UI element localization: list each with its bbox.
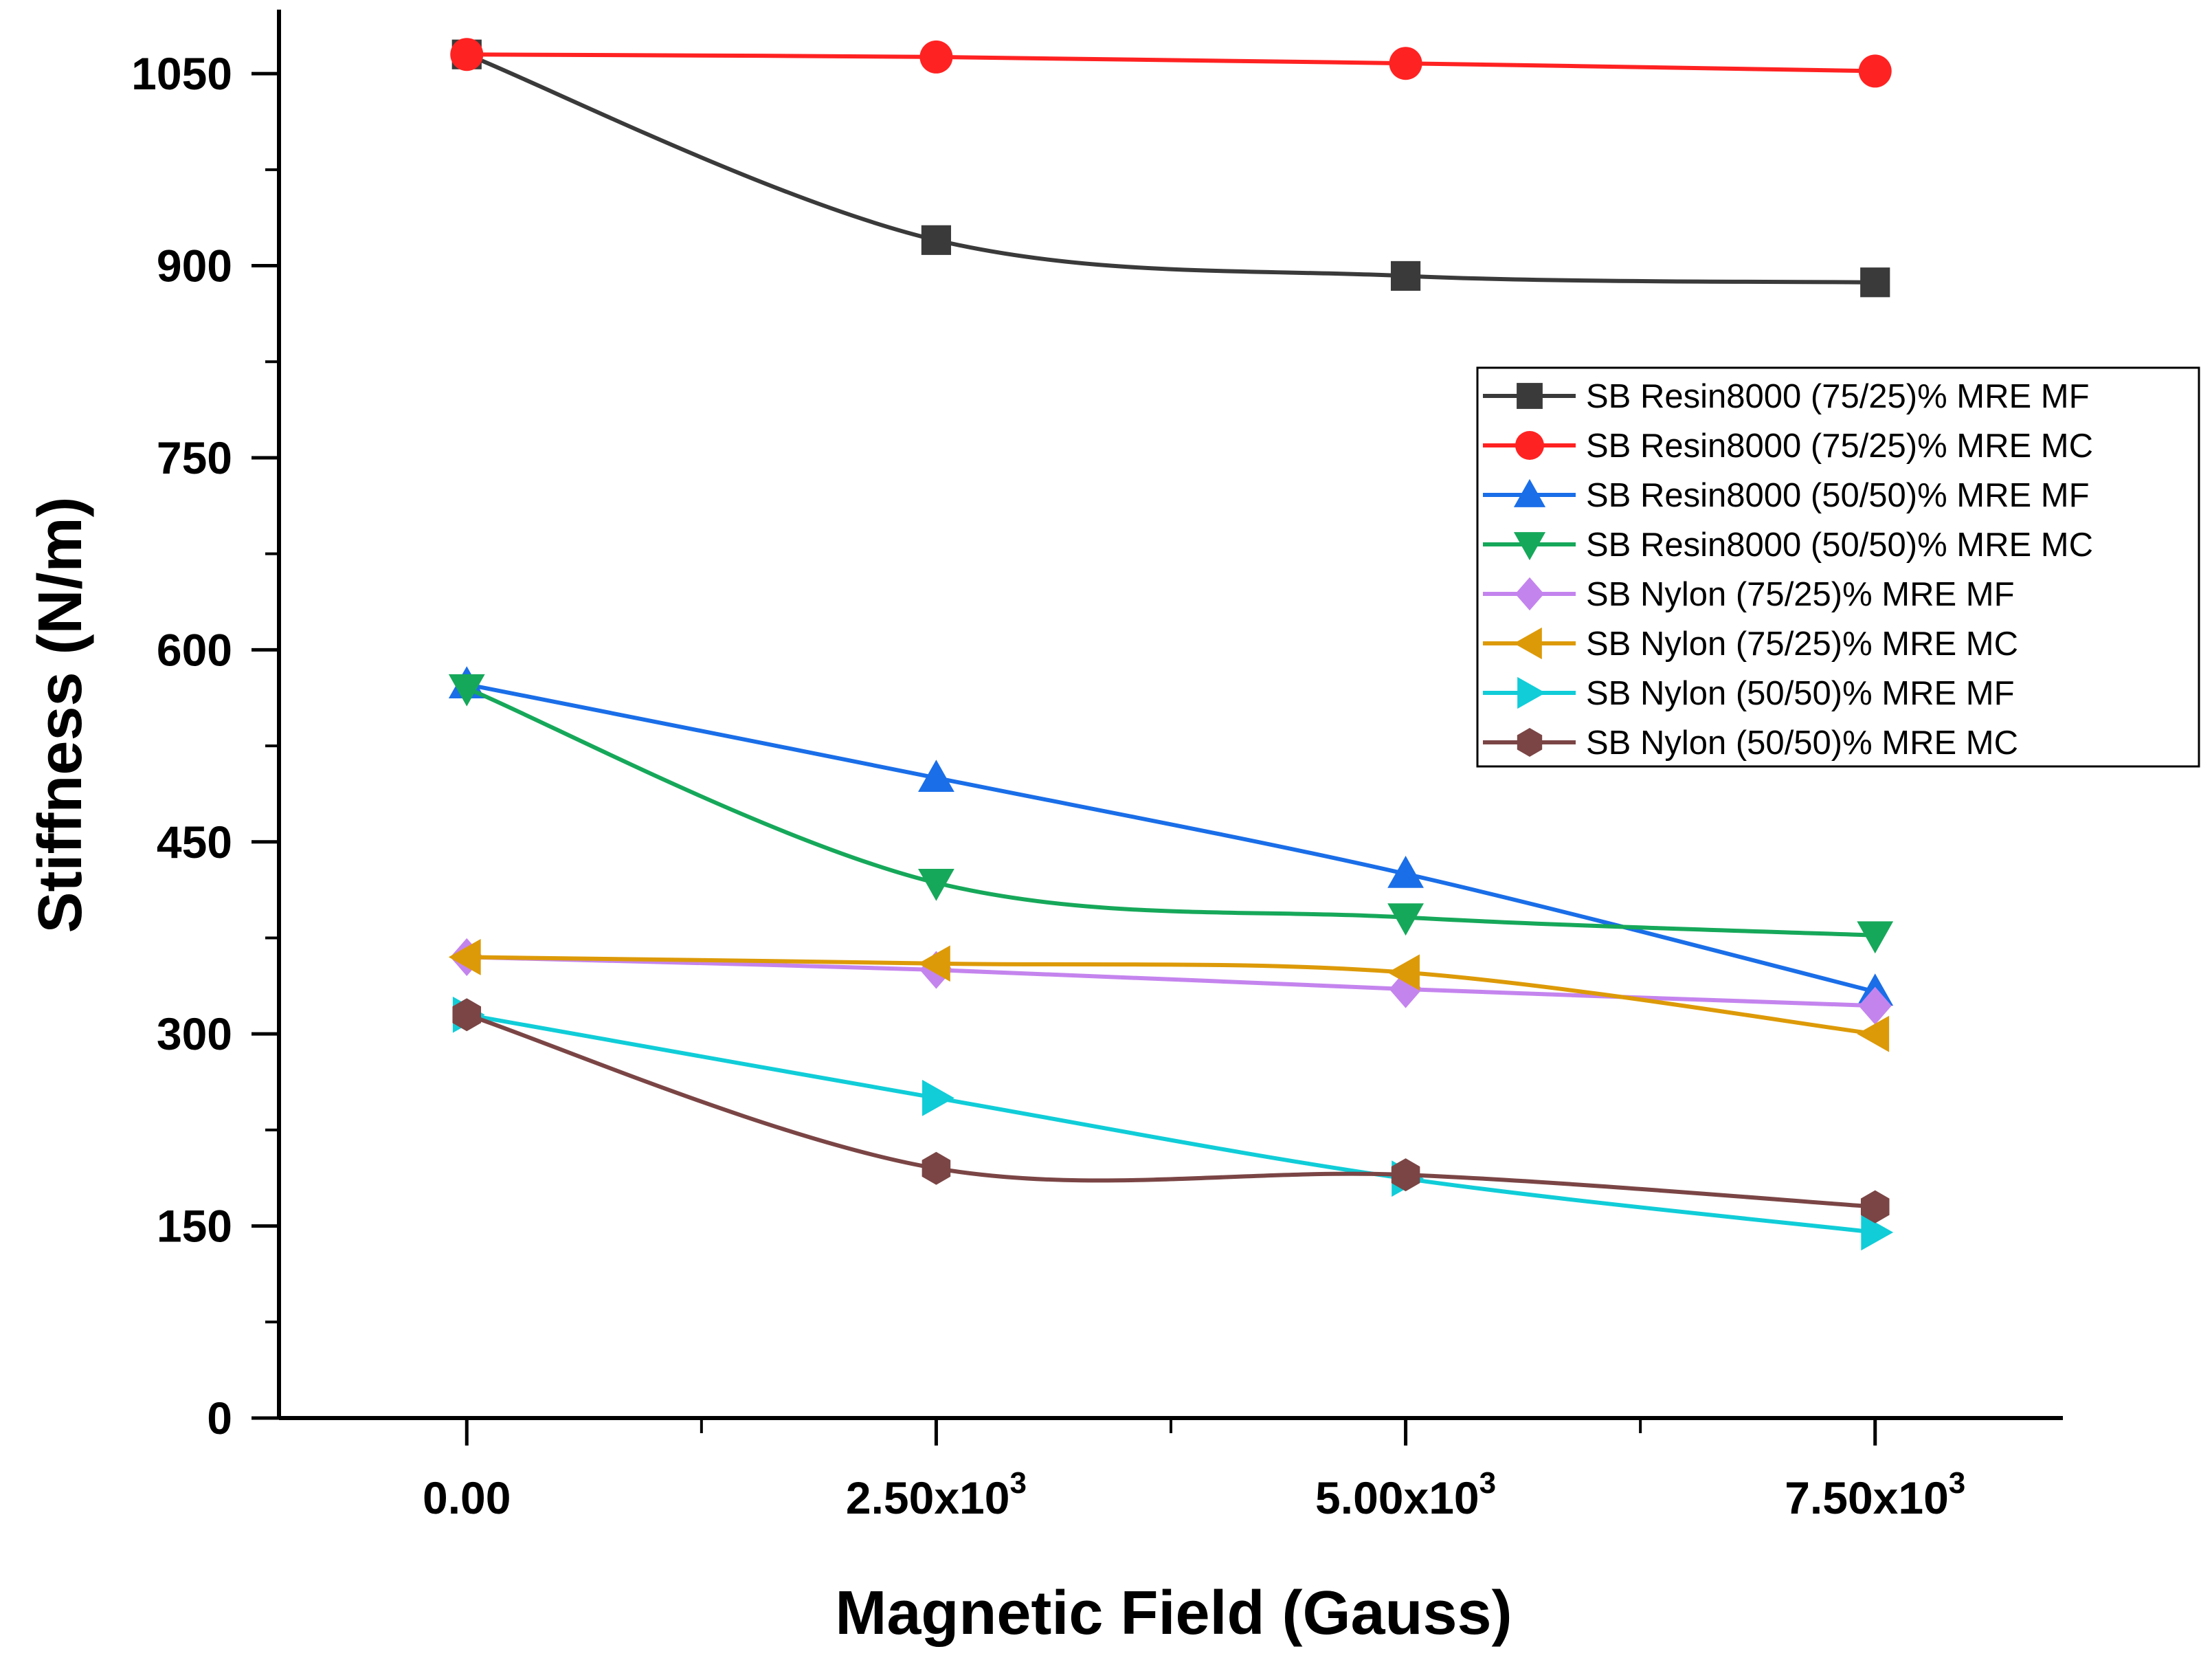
legend-item: SB Resin8000 (50/50)% MRE MC (1483, 527, 2093, 564)
data-point-hexagon (1391, 1158, 1420, 1192)
data-point-hexagon (1517, 728, 1543, 757)
y-tick-label: 1050 (131, 48, 232, 99)
x-tick-label: 2.50x103 (846, 1466, 1027, 1523)
y-ticks: 0 150 300 450 600 750 900 1050 (131, 48, 279, 1443)
y-tick-label: 600 (157, 624, 232, 675)
data-point-square (921, 225, 952, 255)
series-line (467, 955, 1876, 1037)
legend-box (1476, 366, 2200, 768)
data-point-square (1390, 261, 1421, 291)
data-point-triangle-left (1857, 1015, 1890, 1052)
x-tick-exponent: 3 (1009, 1466, 1026, 1500)
legend-label: SB Nylon (50/50)% MRE MC (1586, 724, 2018, 762)
data-point-triangle-down (448, 674, 485, 707)
legend: SB Resin8000 (75/25)% MRE MF SB Resin8000… (1476, 366, 2200, 768)
legend-item: SB Nylon (75/25)% MRE MF (1483, 576, 2015, 613)
x-tick-label: 7.50x103 (1785, 1466, 1965, 1523)
legend-label: SB Nylon (75/25)% MRE MF (1586, 576, 2015, 613)
data-point-hexagon (921, 1151, 951, 1185)
data-point-circle (1389, 47, 1422, 80)
series-line (466, 52, 1875, 285)
series-4 (448, 674, 1894, 954)
legend-item: SB Nylon (50/50)% MRE MF (1483, 675, 2015, 712)
series-line (466, 1012, 1876, 1235)
series-7 (452, 996, 1894, 1251)
x-tick-exponent: 3 (1949, 1466, 1965, 1500)
data-point-square (1860, 267, 1890, 298)
data-point-square (1517, 383, 1543, 409)
data-point-diamond (1515, 577, 1544, 611)
y-axis-title: Stiffness (N/m) (26, 496, 95, 933)
data-point-triangle-left (1513, 627, 1542, 660)
data-point-triangle-left (448, 939, 481, 975)
legend-item: SB Nylon (50/50)% MRE MC (1483, 724, 2018, 762)
data-point-triangle-up (1387, 855, 1424, 888)
series-line (467, 955, 1875, 1008)
legend-label: SB Resin8000 (50/50)% MRE MC (1586, 527, 2093, 564)
series-line (467, 52, 1875, 74)
legend-label: SB Resin8000 (75/25)% MRE MF (1586, 378, 2090, 415)
x-tick-base: 7.50x10 (1785, 1472, 1949, 1523)
data-point-triangle-right (1517, 676, 1546, 709)
x-tick-label: 0.00 (423, 1472, 511, 1523)
y-tick-label: 450 (157, 817, 232, 867)
x-tick-exponent: 3 (1479, 1466, 1496, 1500)
data-point-triangle-down (1387, 903, 1424, 936)
data-point-triangle-right (1861, 1214, 1894, 1251)
legend-item: SB Resin8000 (75/25)% MRE MC (1483, 428, 2093, 465)
y-tick-label: 150 (157, 1201, 232, 1252)
axis-titles: Stiffness (N/m) Magnetic Field (Gauss) (26, 496, 1512, 1648)
y-tick-label: 750 (157, 432, 232, 483)
series-8 (452, 998, 1890, 1224)
x-tick-base: 2.50x10 (846, 1472, 1010, 1523)
series-1 (451, 39, 1890, 298)
data-point-circle (1858, 54, 1892, 88)
legend-label: SB Nylon (50/50)% MRE MF (1586, 675, 2015, 712)
y-tick-label: 900 (157, 241, 232, 291)
data-point-diamond (1858, 986, 1892, 1025)
x-ticks: 0.00 2.50x103 5.00x103 7.50x103 (423, 1418, 1965, 1523)
data-point-triangle-down (918, 868, 954, 901)
legend-item: SB Resin8000 (50/50)% MRE MF (1483, 477, 2090, 514)
legend-item: SB Nylon (75/25)% MRE MC (1483, 626, 2018, 663)
y-tick-label: 0 (207, 1393, 232, 1443)
data-point-triangle-left (918, 945, 950, 982)
data-point-circle (1515, 431, 1544, 460)
data-point-triangle-up (918, 760, 954, 793)
series-line (466, 682, 1876, 994)
data-point-triangle-right (922, 1079, 954, 1116)
data-point-circle (919, 40, 953, 74)
data-point-hexagon (452, 998, 482, 1032)
x-tick-base: 0.00 (423, 1472, 511, 1523)
data-point-circle (450, 38, 484, 71)
y-tick-label: 300 (157, 1008, 232, 1059)
x-axis-title: Magnetic Field (Gauss) (835, 1579, 1512, 1648)
data-point-hexagon (1860, 1190, 1890, 1224)
x-tick-label: 5.00x103 (1315, 1466, 1496, 1523)
legend-label: SB Nylon (75/25)% MRE MC (1586, 626, 2018, 663)
legend-item: SB Resin8000 (75/25)% MRE MF (1483, 378, 2090, 415)
legend-label: SB Resin8000 (75/25)% MRE MC (1586, 428, 2093, 465)
legend-items: SB Resin8000 (75/25)% MRE MF SB Resin8000… (1483, 378, 2093, 762)
legend-label: SB Resin8000 (50/50)% MRE MF (1586, 477, 2090, 514)
series-line (466, 1012, 1875, 1209)
x-tick-base: 5.00x10 (1315, 1472, 1479, 1523)
series-6 (448, 939, 1890, 1052)
series-5 (450, 938, 1892, 1025)
data-point-triangle-up (1513, 478, 1546, 507)
data-point-triangle-left (1387, 954, 1420, 991)
data-point-triangle-down (1857, 921, 1894, 954)
series-layer (448, 38, 1894, 1251)
series-2 (450, 38, 1892, 88)
data-point-triangle-down (1513, 532, 1546, 561)
series-line (466, 686, 1875, 938)
